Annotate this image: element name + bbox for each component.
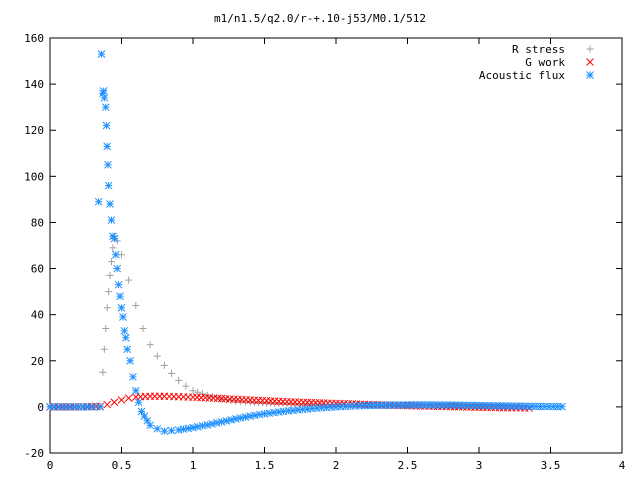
data-point <box>153 352 161 360</box>
data-point <box>124 394 133 402</box>
x-tick-label: 1 <box>190 459 197 472</box>
data-point <box>119 313 127 321</box>
data-point <box>104 160 112 169</box>
data-point <box>99 87 108 95</box>
data-point <box>189 423 197 432</box>
data-point <box>103 400 112 409</box>
series-r-stress <box>46 232 526 411</box>
data-point <box>106 271 114 279</box>
data-point <box>153 424 162 433</box>
data-point <box>146 421 154 430</box>
data-marks <box>46 50 566 435</box>
legend-label: Acoustic flux <box>479 69 565 82</box>
data-point <box>107 216 116 224</box>
data-point <box>102 121 111 130</box>
x-tick-label: 2 <box>333 459 340 472</box>
data-point <box>126 356 134 365</box>
data-point <box>101 103 110 112</box>
data-point <box>167 426 176 435</box>
data-point <box>586 58 594 66</box>
data-point <box>168 369 176 377</box>
series-acoustic-flux <box>46 50 566 435</box>
data-point <box>140 412 149 420</box>
data-point <box>104 181 113 190</box>
data-point <box>110 398 119 407</box>
data-point <box>120 326 129 335</box>
data-point <box>189 387 197 395</box>
data-point <box>109 244 117 252</box>
data-point <box>125 276 133 284</box>
data-point <box>103 142 112 151</box>
data-point <box>106 200 114 208</box>
data-point <box>96 403 104 411</box>
data-point <box>114 280 123 289</box>
data-point <box>107 258 115 266</box>
data-point <box>100 94 109 102</box>
data-point <box>105 288 113 296</box>
x-tick-label: 3 <box>476 459 483 472</box>
legend-label: G work <box>525 56 565 69</box>
y-tick-label: -20 <box>24 447 44 460</box>
data-point <box>94 197 103 206</box>
y-tick-label: 160 <box>24 32 44 45</box>
data-point <box>227 416 235 424</box>
data-point <box>182 382 190 390</box>
data-point <box>193 422 202 431</box>
data-point <box>586 71 594 79</box>
y-tick-label: 100 <box>24 170 44 183</box>
data-point <box>175 376 183 384</box>
data-point <box>102 325 110 332</box>
x-tick-label: 2.5 <box>398 459 418 472</box>
y-tick-label: 80 <box>31 216 44 229</box>
y-tick-label: 0 <box>37 401 44 414</box>
data-point <box>110 234 119 243</box>
y-tick-label: 40 <box>31 309 44 322</box>
data-point <box>198 421 207 430</box>
x-tick-label: 0 <box>47 459 54 472</box>
data-point <box>100 345 108 353</box>
x-tick-label: 1.5 <box>255 459 275 472</box>
data-point <box>103 304 111 312</box>
data-point <box>117 303 126 312</box>
data-point <box>232 415 240 423</box>
data-point <box>217 418 226 426</box>
data-point <box>212 419 221 427</box>
data-point <box>160 427 169 435</box>
data-point <box>208 420 216 428</box>
data-point <box>116 292 124 301</box>
y-tick-label: 140 <box>24 78 44 91</box>
x-tick-label: 3.5 <box>541 459 561 472</box>
data-point <box>89 403 97 411</box>
data-point <box>160 361 168 369</box>
chart-title: m1/n1.5/q2.0/r-+.10-j53/M0.1/512 <box>214 12 426 25</box>
data-point <box>121 333 130 342</box>
x-tick-label: 0.5 <box>112 459 132 472</box>
data-point <box>99 368 107 376</box>
data-point <box>586 45 594 53</box>
data-point <box>236 414 245 422</box>
data-point <box>241 413 250 421</box>
data-point <box>132 301 140 309</box>
data-point <box>558 402 566 411</box>
y-tick-label: 120 <box>24 124 44 137</box>
data-point <box>113 264 122 273</box>
data-point <box>131 386 140 395</box>
y-tick-label: 20 <box>31 355 44 368</box>
data-point <box>129 373 137 381</box>
data-point <box>146 341 154 349</box>
legend-label: R stress <box>512 43 565 56</box>
data-point <box>97 50 106 58</box>
data-point <box>203 421 212 429</box>
y-tick-label: 60 <box>31 263 44 276</box>
data-point <box>134 398 143 407</box>
data-point <box>222 417 231 425</box>
data-point <box>111 250 120 259</box>
data-point <box>123 345 132 354</box>
data-point <box>117 396 126 404</box>
x-tick-label: 4 <box>619 459 626 472</box>
data-point <box>139 325 147 332</box>
